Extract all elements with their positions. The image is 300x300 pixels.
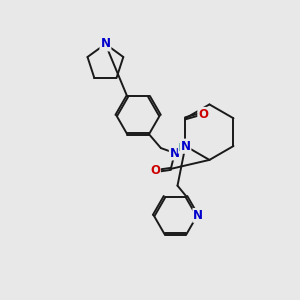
Text: N: N — [100, 38, 110, 50]
Text: N: N — [170, 146, 180, 160]
Text: N: N — [193, 209, 203, 222]
Text: O: O — [198, 108, 208, 121]
Text: N: N — [180, 140, 190, 152]
Text: H: H — [178, 143, 187, 153]
Text: O: O — [150, 164, 160, 177]
